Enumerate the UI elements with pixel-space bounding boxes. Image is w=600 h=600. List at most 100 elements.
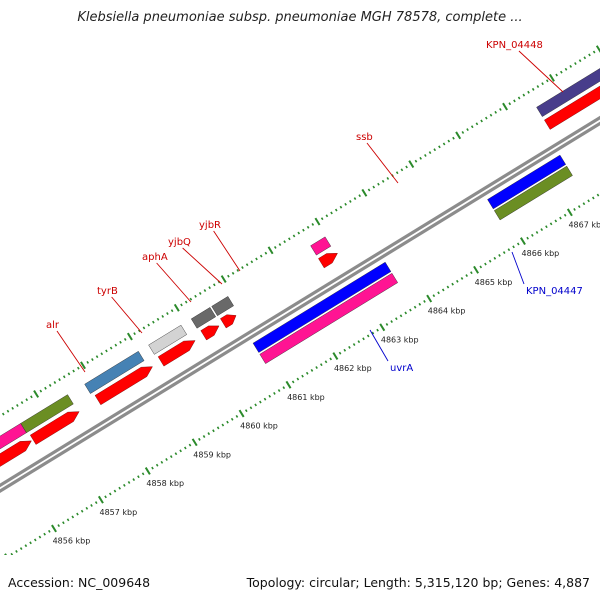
reverse-tick-mark	[19, 547, 23, 551]
reverse-tick-mark	[390, 320, 393, 323]
gene-box	[211, 296, 234, 316]
gene-box	[84, 351, 145, 394]
topology-label: Topology: circular; Length: 5,315,120 bp…	[246, 575, 590, 590]
cds-arrow	[318, 253, 338, 269]
reverse-tick-mark	[310, 368, 314, 372]
reverse-tick-mark	[57, 524, 61, 528]
forward-tick-mark	[283, 240, 286, 244]
forward-tick-mark	[522, 93, 526, 97]
reverse-tick-mark	[76, 512, 79, 516]
forward-tick-mark	[198, 291, 202, 295]
kbp-scale-label: 4866 kbp	[522, 249, 560, 258]
gene-box	[310, 236, 332, 256]
forward-tick-mark	[330, 211, 333, 215]
reverse-tick-mark	[573, 208, 576, 211]
forward-tick-mark	[180, 303, 183, 307]
backbone-line	[0, 121, 600, 494]
reverse-tick-mark	[343, 348, 347, 352]
forward-tick-mark	[461, 131, 465, 134]
forward-tick-mark	[536, 85, 540, 88]
forward-tick-mark	[91, 358, 94, 361]
forward-tick-mark	[194, 294, 197, 298]
gene-box	[252, 261, 392, 353]
forward-tick-mark	[123, 337, 127, 341]
gene-label: aphA	[142, 252, 168, 263]
forward-tick-mark	[549, 73, 555, 82]
forward-tick-mark	[302, 228, 305, 232]
forward-tick-mark	[213, 283, 216, 287]
forward-tick-mark	[147, 323, 150, 327]
forward-tick-mark	[109, 346, 113, 350]
forward-tick-mark	[592, 50, 596, 54]
reverse-tick-mark	[577, 205, 581, 209]
reverse-tick-mark	[104, 495, 107, 499]
forward-tick-mark	[137, 329, 141, 333]
reverse-tick-mark	[259, 400, 262, 404]
reverse-tick-mark	[97, 495, 104, 504]
forward-tick-mark	[480, 119, 483, 123]
forward-tick-mark	[381, 179, 385, 183]
forward-tick-mark	[578, 59, 582, 63]
forward-tick-mark	[80, 361, 86, 370]
forward-tick-mark	[297, 231, 301, 235]
reverse-tick-mark	[395, 317, 398, 321]
reverse-tick-mark	[90, 504, 93, 507]
forward-tick-mark	[400, 168, 404, 172]
forward-tick-mark	[264, 251, 268, 255]
reverse-tick-mark	[29, 541, 32, 545]
gene-label: alr	[46, 320, 60, 331]
kbp-scale-label: 4865 kbp	[475, 278, 513, 287]
forward-tick-mark	[53, 381, 57, 384]
reverse-tick-mark	[144, 467, 151, 475]
reverse-tick-mark	[470, 271, 473, 275]
cds-arrow	[544, 85, 600, 130]
gene-label: uvrA	[390, 363, 413, 374]
reverse-tick-mark	[502, 251, 506, 255]
kbp-scale-label: 4867 kbp	[568, 221, 600, 230]
forward-tick-mark	[419, 156, 422, 160]
forward-tick-mark	[452, 136, 455, 140]
reverse-tick-mark	[385, 322, 389, 326]
reverse-tick-mark	[535, 231, 539, 234]
reverse-tick-mark	[38, 535, 42, 539]
gene-label-leader	[369, 329, 389, 362]
reverse-tick-mark	[169, 455, 173, 459]
kbp-scale-label: 4863 kbp	[381, 335, 419, 344]
gene-label-leader	[366, 142, 399, 184]
reverse-tick-mark	[526, 236, 529, 240]
forward-tick-mark	[259, 254, 263, 258]
reverse-tick-mark	[423, 299, 426, 303]
cds-arrow	[200, 325, 220, 341]
reverse-tick-mark	[15, 550, 18, 553]
kbp-scale-label: 4856 kbp	[53, 537, 91, 546]
gene-box	[536, 68, 600, 117]
forward-tick-mark	[114, 343, 118, 347]
forward-tick-mark	[203, 289, 207, 292]
reverse-tick-mark	[432, 294, 436, 298]
reverse-tick-mark	[71, 515, 75, 519]
gene-box	[20, 394, 74, 434]
forward-tick-mark	[455, 131, 462, 140]
forward-tick-mark	[20, 401, 24, 405]
kbp-scale-label: 4861 kbp	[287, 393, 325, 402]
reverse-tick-mark	[282, 386, 286, 390]
reverse-tick-mark	[285, 380, 292, 389]
reverse-tick-mark	[184, 446, 187, 450]
forward-tick-mark	[142, 326, 146, 330]
reverse-tick-mark	[376, 328, 379, 332]
reverse-tick-mark	[244, 409, 248, 413]
gene-label-leader	[111, 296, 143, 334]
forward-tick-mark	[564, 67, 568, 71]
backbone-line	[0, 115, 600, 488]
forward-tick-mark	[189, 297, 193, 301]
cds-arrow	[29, 411, 80, 445]
forward-tick-mark	[255, 257, 258, 261]
reverse-tick-mark	[85, 506, 89, 510]
reverse-tick-mark	[493, 256, 497, 260]
reverse-tick-mark	[277, 389, 281, 392]
gene-label-leader	[213, 230, 241, 272]
forward-tick-mark	[428, 151, 432, 155]
forward-tick-mark	[555, 73, 558, 77]
reverse-tick-mark	[216, 426, 220, 430]
